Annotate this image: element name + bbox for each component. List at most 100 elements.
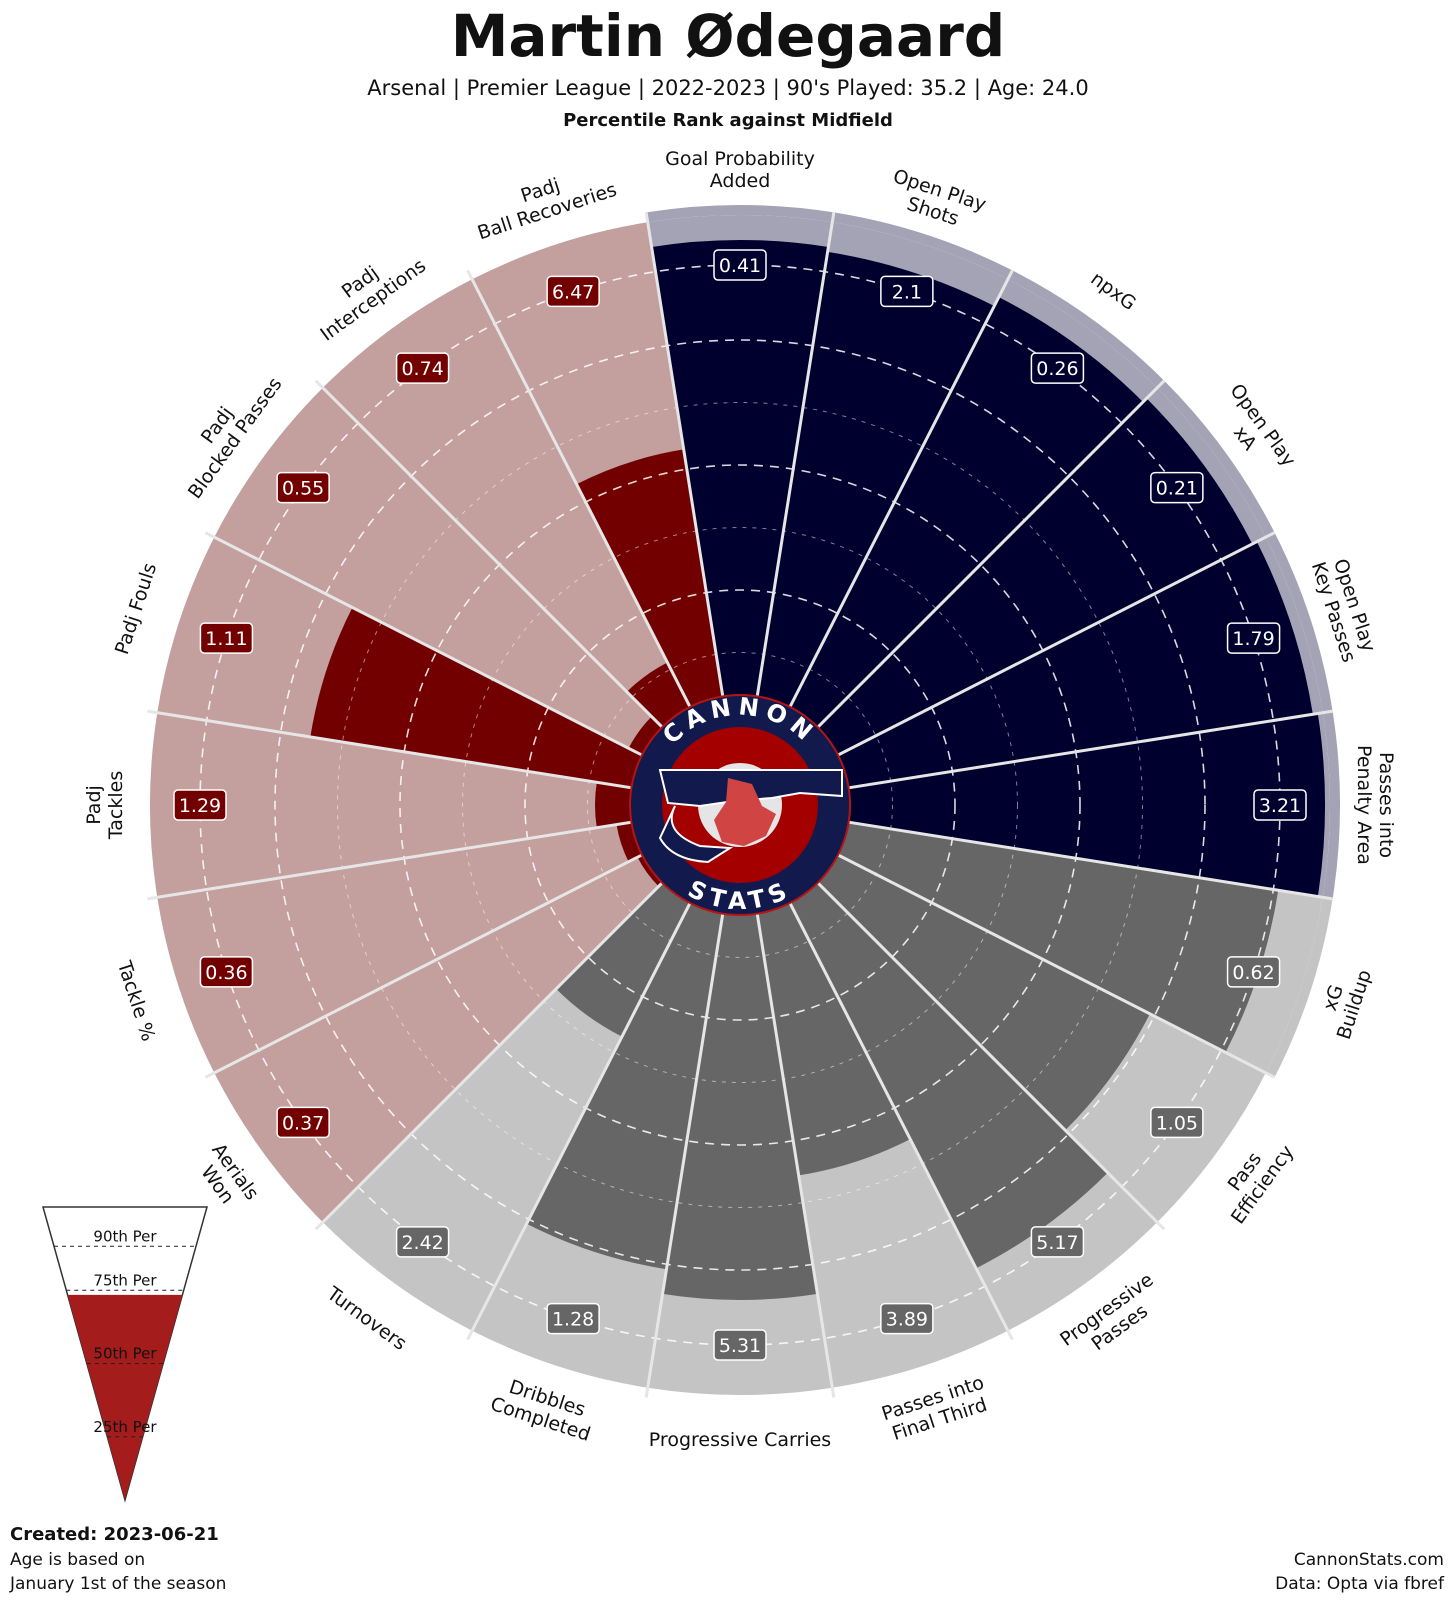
svg-text:1.28: 1.28 bbox=[552, 1309, 594, 1331]
sector-divider bbox=[752, 212, 836, 717]
svg-text:3.21: 3.21 bbox=[1259, 795, 1301, 817]
sector-bar bbox=[754, 251, 995, 725]
minor-ring bbox=[587, 652, 893, 958]
value-label: 2.42 bbox=[395, 1226, 450, 1258]
sector-divider bbox=[802, 867, 1166, 1231]
value-label: 0.21 bbox=[1150, 471, 1204, 504]
category-label: Tackle % bbox=[113, 958, 160, 1044]
value-label: 0.41 bbox=[713, 249, 767, 281]
sector-divider bbox=[779, 884, 1014, 1341]
value-label: 3.89 bbox=[880, 1302, 934, 1335]
value-label: 1.79 bbox=[1226, 622, 1281, 654]
category-label: PadjTackles bbox=[83, 771, 127, 840]
svg-text:2.42: 2.42 bbox=[401, 1232, 443, 1254]
svg-text:1.05: 1.05 bbox=[1156, 1112, 1198, 1134]
sector-divider bbox=[752, 893, 836, 1398]
percentile-legend: 90th Per 75th Per 50th Per 25th Per bbox=[42, 1206, 208, 1503]
sector-divider bbox=[314, 867, 678, 1231]
chart-sectors bbox=[150, 205, 1340, 1395]
value-label: 0.37 bbox=[276, 1106, 330, 1139]
sector-accent-arc bbox=[646, 205, 834, 223]
sector-accent-arc bbox=[832, 212, 1013, 280]
sector-bar bbox=[754, 885, 911, 1176]
sector-divider bbox=[819, 844, 1276, 1079]
sector-bar bbox=[803, 398, 1253, 765]
sector-divider bbox=[147, 817, 652, 901]
category-label: Progressive Carries bbox=[649, 1429, 831, 1451]
svg-text:6.47: 6.47 bbox=[552, 281, 594, 303]
chart-spokes bbox=[147, 212, 1333, 1398]
svg-text:2.1: 2.1 bbox=[892, 281, 922, 303]
svg-text:1.11: 1.11 bbox=[205, 628, 247, 650]
svg-text:0.26: 0.26 bbox=[1036, 358, 1078, 380]
value-label: 0.36 bbox=[199, 956, 254, 988]
sector-accent-arc bbox=[1265, 532, 1333, 713]
category-label: DribblesCompleted bbox=[488, 1372, 600, 1446]
sector-divider bbox=[147, 709, 652, 793]
category-label: Open PlayShots bbox=[884, 165, 989, 237]
sector-divider bbox=[314, 379, 678, 743]
svg-text:0.21: 0.21 bbox=[1156, 478, 1198, 500]
svg-text:1.79: 1.79 bbox=[1232, 628, 1274, 650]
sector-background bbox=[150, 712, 652, 898]
category-label: Padj Fouls bbox=[111, 560, 161, 657]
value-label: 0.74 bbox=[395, 352, 450, 384]
sector-bar bbox=[556, 868, 700, 1037]
svg-text:0.36: 0.36 bbox=[205, 962, 247, 984]
sector-divider bbox=[779, 269, 1014, 726]
age-note-line1: Age is based on bbox=[10, 1550, 146, 1570]
category-label: AerialsWon bbox=[190, 1139, 263, 1217]
player-title: Martin Ødegaard bbox=[450, 2, 1006, 70]
age-note-line2: January 1st of the season bbox=[10, 1574, 227, 1594]
value-label: 1.11 bbox=[199, 622, 254, 654]
sector-accent-arc bbox=[1007, 270, 1165, 388]
minor-ring bbox=[462, 527, 1018, 1083]
sector-divider bbox=[204, 531, 661, 766]
percentile-caption: Percentile Rank against Midfield bbox=[563, 110, 893, 131]
sector-bar bbox=[820, 819, 1279, 1053]
category-label: PadjBall Recoveries bbox=[468, 158, 619, 245]
legend-fill bbox=[67, 1294, 183, 1500]
value-label: 0.55 bbox=[276, 471, 330, 504]
legend-label: 90th Per bbox=[93, 1227, 157, 1245]
value-label: 3.21 bbox=[1253, 789, 1307, 821]
svg-text:0.41: 0.41 bbox=[719, 255, 761, 277]
percentile-ring bbox=[524, 589, 956, 1021]
svg-text:0.74: 0.74 bbox=[401, 358, 443, 380]
value-label: 6.47 bbox=[546, 275, 600, 308]
sector-divider bbox=[828, 817, 1333, 901]
percentile-ring bbox=[399, 464, 1081, 1146]
created-date: Created: 2023-06-21 bbox=[10, 1524, 219, 1545]
sector-divider bbox=[819, 531, 1276, 766]
legend-label: 25th Per bbox=[93, 1418, 157, 1436]
svg-text:0.62: 0.62 bbox=[1232, 962, 1274, 984]
sector-bar bbox=[803, 845, 1150, 1131]
value-label: 1.28 bbox=[546, 1302, 600, 1335]
star-icon bbox=[714, 778, 776, 846]
svg-text:3.89: 3.89 bbox=[886, 1309, 928, 1331]
value-label: 2.1 bbox=[880, 275, 934, 308]
sector-divider bbox=[644, 212, 728, 717]
sector-accent-arc bbox=[1322, 711, 1340, 899]
sector-bar bbox=[310, 607, 660, 791]
value-label: 1.05 bbox=[1150, 1106, 1204, 1139]
sector-bar bbox=[651, 240, 829, 717]
category-label: xGBuildup bbox=[1312, 960, 1376, 1042]
sector-accent-arc bbox=[1157, 380, 1275, 538]
svg-text:5.31: 5.31 bbox=[719, 1335, 761, 1357]
svg-text:0.37: 0.37 bbox=[282, 1112, 324, 1134]
minor-ring bbox=[337, 402, 1143, 1208]
category-label: Goal Probability Added bbox=[665, 148, 815, 192]
sector-bar bbox=[780, 297, 1144, 742]
svg-text:0.55: 0.55 bbox=[282, 478, 324, 500]
sector-divider bbox=[466, 884, 701, 1341]
value-label: 0.62 bbox=[1226, 956, 1281, 988]
sector-bar bbox=[820, 541, 1313, 791]
sector-divider bbox=[644, 893, 728, 1398]
category-label: Turnovers bbox=[322, 1282, 411, 1355]
value-label: 5.31 bbox=[713, 1329, 767, 1361]
percentile-ring bbox=[274, 339, 1206, 1271]
svg-text:5.17: 5.17 bbox=[1036, 1232, 1078, 1254]
value-label: 0.26 bbox=[1030, 352, 1085, 384]
